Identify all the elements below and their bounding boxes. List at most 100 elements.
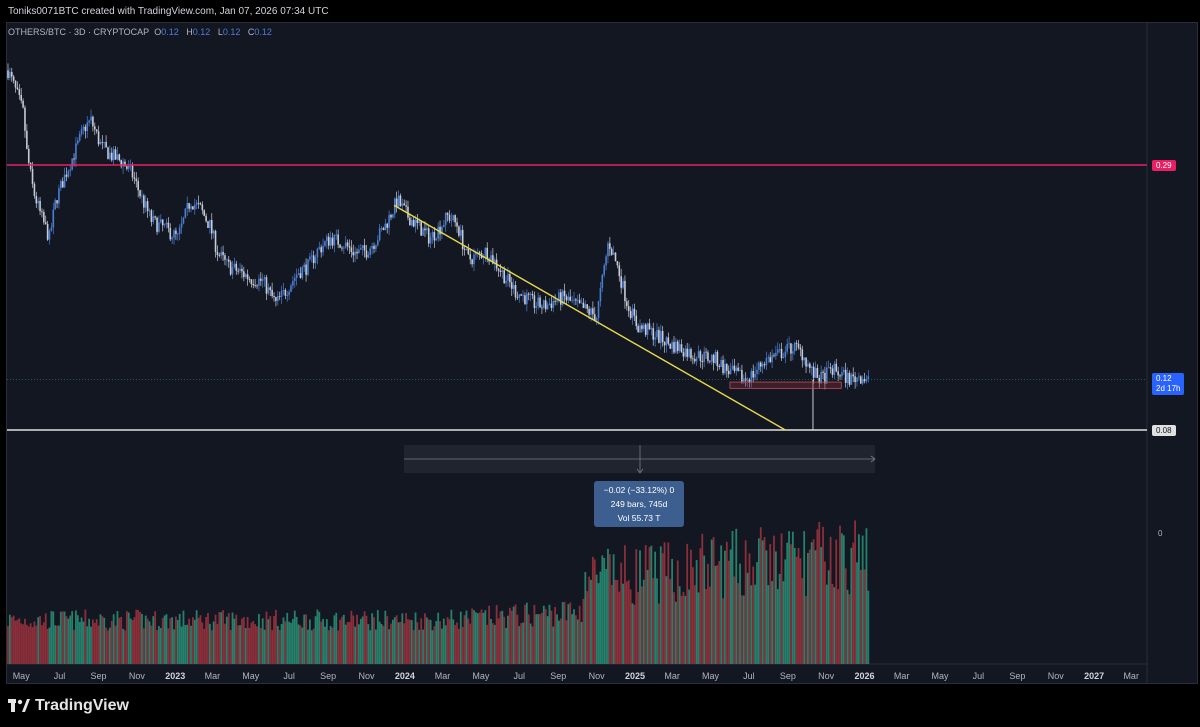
candle-body bbox=[207, 221, 209, 228]
volume-bar bbox=[341, 616, 343, 664]
volume-bar bbox=[522, 622, 524, 664]
volume-bar bbox=[797, 548, 800, 664]
volume-bar bbox=[865, 528, 868, 664]
candle-body bbox=[763, 364, 766, 366]
candle-body bbox=[667, 337, 670, 344]
x-tick-label: 2023 bbox=[165, 671, 185, 681]
candle-body bbox=[810, 366, 813, 368]
candle-body bbox=[688, 349, 690, 357]
volume-bar bbox=[393, 617, 396, 664]
volume-bar bbox=[478, 612, 481, 664]
volume-bar bbox=[654, 551, 657, 664]
volume-bar bbox=[156, 630, 158, 664]
volume-bar bbox=[837, 589, 840, 664]
volume-bar bbox=[631, 603, 634, 664]
candle-body bbox=[573, 299, 575, 301]
candle-body bbox=[256, 285, 258, 287]
candle-body bbox=[60, 181, 62, 189]
candle-body bbox=[186, 203, 189, 209]
candle-body bbox=[133, 177, 136, 179]
volume-bar bbox=[818, 521, 821, 664]
volume-bar bbox=[282, 617, 285, 664]
candle-body bbox=[105, 142, 107, 148]
candle-body bbox=[497, 268, 500, 271]
candle-body bbox=[269, 287, 272, 290]
volume-bar bbox=[724, 550, 726, 664]
volume-bar bbox=[863, 569, 866, 664]
chart-canvas[interactable]: May Jul Sep Nov 2023 Mar May Jul Sep Nov 2024 Mar Ma… bbox=[0, 0, 1200, 690]
candle-body bbox=[592, 308, 594, 315]
candle-body bbox=[177, 233, 179, 235]
volume-bar bbox=[678, 586, 681, 664]
volume-bar bbox=[116, 611, 119, 664]
candle-body bbox=[656, 329, 658, 338]
candle-body bbox=[652, 328, 655, 340]
volume-bar bbox=[308, 619, 311, 664]
candle-body bbox=[701, 360, 704, 363]
candle-body bbox=[354, 251, 356, 256]
candle-body bbox=[707, 352, 709, 361]
candle-body bbox=[463, 249, 466, 250]
volume-bar bbox=[88, 618, 91, 664]
candle-body bbox=[231, 267, 234, 275]
volume-bar bbox=[25, 624, 28, 664]
volume-bar bbox=[220, 612, 223, 664]
volume-bar bbox=[448, 619, 451, 664]
candle-body bbox=[533, 295, 536, 308]
candle-body bbox=[510, 282, 513, 289]
footer bbox=[0, 690, 1200, 727]
open-label: O bbox=[154, 27, 162, 37]
candle-body bbox=[376, 240, 379, 246]
candle-body bbox=[743, 378, 745, 382]
candle-body bbox=[14, 80, 17, 88]
candle-body bbox=[584, 304, 587, 308]
candle-body bbox=[41, 211, 43, 213]
volume-bar bbox=[99, 614, 102, 664]
volume-bar bbox=[539, 614, 541, 664]
volume-bar bbox=[399, 621, 402, 664]
volume-bar bbox=[780, 533, 783, 664]
candle-body bbox=[80, 129, 83, 134]
candle-body bbox=[337, 234, 339, 245]
candle-body bbox=[324, 241, 326, 246]
candle-body bbox=[112, 149, 115, 161]
volume-bar bbox=[184, 624, 187, 664]
candle-body bbox=[52, 209, 55, 228]
volume-bar bbox=[782, 581, 785, 664]
candle-body bbox=[392, 214, 394, 218]
candle-body bbox=[412, 220, 415, 227]
candle-body bbox=[22, 100, 24, 108]
volume-bar bbox=[439, 621, 441, 664]
candle-body bbox=[595, 318, 598, 321]
volume-bar bbox=[773, 535, 775, 664]
volume-bar bbox=[352, 615, 355, 664]
candle-body bbox=[465, 248, 468, 250]
tradingview-logo[interactable]: TradingView bbox=[8, 697, 129, 715]
x-tick-label: 2026 bbox=[855, 671, 875, 681]
candle-body bbox=[420, 221, 422, 236]
volume-bar bbox=[163, 615, 166, 664]
candle-body bbox=[327, 236, 330, 246]
volume-bar bbox=[42, 622, 45, 664]
candle-body bbox=[629, 311, 632, 319]
candle-body bbox=[27, 148, 30, 163]
volume-bar bbox=[495, 605, 498, 664]
volume-bar bbox=[537, 614, 540, 664]
candle-body bbox=[107, 147, 109, 159]
x-tick-label: Sep bbox=[91, 671, 107, 681]
candle-body bbox=[322, 245, 324, 253]
candle-body bbox=[101, 142, 104, 143]
volume-bar bbox=[844, 568, 847, 664]
candle-body bbox=[452, 215, 455, 221]
candle-body bbox=[109, 152, 111, 159]
volume-bar bbox=[752, 566, 755, 664]
candle-body bbox=[431, 232, 434, 238]
candle-body bbox=[403, 203, 405, 206]
candle-body bbox=[344, 242, 347, 248]
candle-body bbox=[273, 296, 275, 298]
volume-bar bbox=[56, 625, 58, 664]
candle-body bbox=[405, 205, 407, 207]
candle-body bbox=[520, 294, 522, 296]
volume-bars bbox=[7, 520, 870, 664]
candle-body bbox=[278, 296, 281, 297]
